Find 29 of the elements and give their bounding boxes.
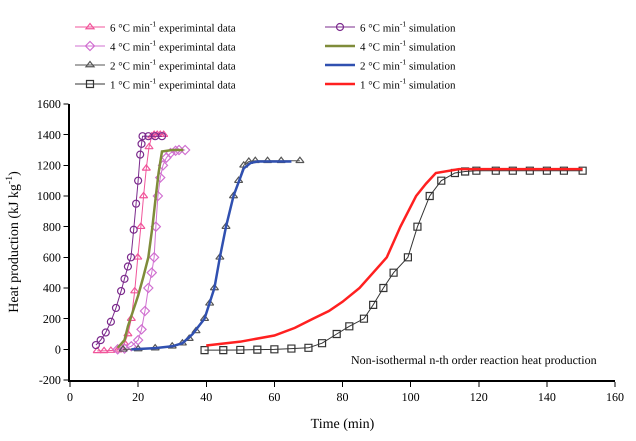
y-tick-label: 1600 <box>36 97 61 112</box>
legend-label: 4 °C min$^{-1}$ simulation <box>360 38 456 54</box>
x-tick-label: 80 <box>336 390 348 404</box>
legend-label: 1 °C min$^{-1}$ experimintal data <box>110 76 236 92</box>
x-tick-label: 40 <box>200 390 212 404</box>
x-axis-title: Time (min) <box>310 416 375 432</box>
x-tick-label: 20 <box>132 390 144 404</box>
x-tick-label: 100 <box>402 390 420 404</box>
y-tick-label: 1000 <box>36 189 61 204</box>
legend-label: 6 °C min$^{-1}$ experimintal data <box>110 20 236 34</box>
legend-label: 2 °C min$^{-1}$ experimintal data <box>110 58 236 72</box>
x-tick-label: 160 <box>606 390 624 404</box>
y-tick-label: 800 <box>42 220 61 234</box>
x-tick-label: 0 <box>67 390 73 404</box>
y-tick-label: 0 <box>54 342 61 357</box>
y-tick-label: -200 <box>38 373 61 388</box>
y-tick-label: 400 <box>42 281 61 296</box>
legend-label: 1 °C min$^{-1}$ simulation <box>360 76 456 92</box>
legend-label: 4 °C min$^{-1}$ experimintal data <box>110 38 236 54</box>
x-tick-label: 140 <box>538 390 556 404</box>
y-tick-label: 600 <box>42 250 61 265</box>
x-tick-label: 120 <box>470 390 488 404</box>
x-tick-label: 60 <box>268 390 280 404</box>
legend-label: 6 °C min$^{-1}$ simulation <box>360 20 456 34</box>
y-tick-label: 200 <box>42 312 61 326</box>
annotation: Non-isothermal n-th order reaction heat production <box>351 353 597 367</box>
legend-label: 2 °C min$^{-1}$ simulation <box>360 58 456 72</box>
y-tick-label: 1200 <box>36 158 61 173</box>
y-tick-label: 1400 <box>36 128 61 142</box>
